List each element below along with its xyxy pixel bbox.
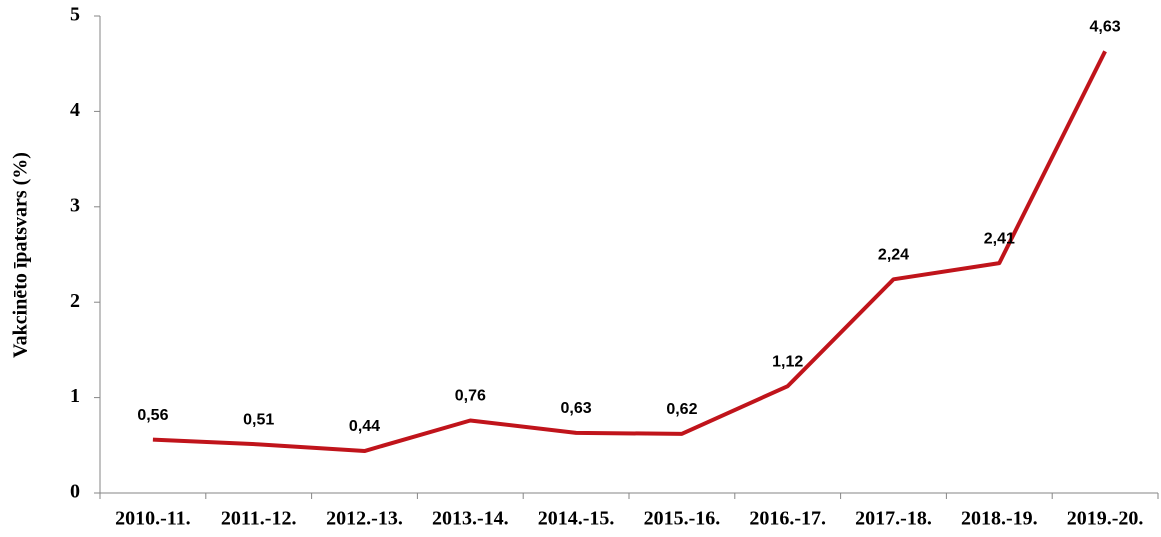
data-label: 2,24: [878, 247, 909, 264]
data-label: 0,44: [349, 418, 380, 435]
data-label: 0,51: [243, 412, 274, 429]
x-tick-label: 2010.-11.: [115, 508, 191, 530]
data-label: 0,76: [455, 388, 486, 405]
data-label: 0,56: [137, 407, 168, 424]
y-tick-label: 3: [70, 194, 80, 216]
y-tick-label: 0: [70, 481, 80, 503]
y-tick-label: 1: [70, 385, 80, 407]
y-axis-label: Vakcinēto īpatsvars (%): [10, 152, 32, 358]
x-tick-label: 2014.-15.: [538, 508, 615, 530]
series-line: [152, 50, 1107, 454]
data-label: 2,41: [984, 230, 1015, 247]
data-label: 1,12: [772, 353, 803, 370]
x-tick-label: 2011.-12.: [221, 508, 297, 530]
x-tick-label: 2013.-14.: [432, 508, 509, 530]
x-tick-label: 2018.-19.: [961, 508, 1038, 530]
x-tick-label: 2016.-17.: [749, 508, 826, 530]
x-tick-label: 2015.-16.: [644, 508, 721, 530]
data-label: 0,63: [561, 400, 592, 417]
x-tick-label: 2017.-18.: [855, 508, 932, 530]
y-tick-label: 5: [70, 4, 80, 26]
x-tick-label: 2012.-13.: [326, 508, 403, 530]
y-tick-label: 4: [70, 99, 80, 121]
y-tick-label: 2: [70, 290, 80, 312]
data-label: 0,62: [666, 401, 697, 418]
data-label: 4,63: [1090, 19, 1121, 36]
x-tick-label: 2019.-20.: [1067, 508, 1144, 530]
